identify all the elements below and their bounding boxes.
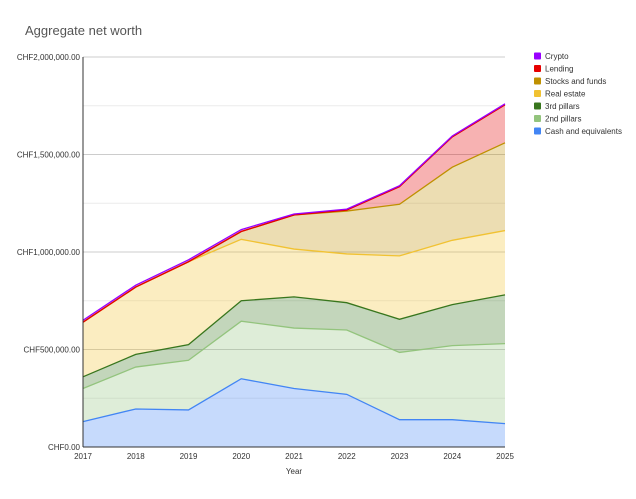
x-tick-label: 2025 <box>496 452 514 461</box>
legend-label: Crypto <box>545 52 569 61</box>
legend-label: Lending <box>545 65 573 74</box>
y-tick-label: CHF2,000,000.00 <box>17 53 81 62</box>
legend-label: 3rd pillars <box>545 102 580 111</box>
legend-item-stocks-and-funds[interactable]: Stocks and funds <box>534 77 606 86</box>
x-tick-label: 2019 <box>180 452 198 461</box>
legend-swatch <box>534 127 541 135</box>
line-3rd-pillars <box>82 294 506 378</box>
legend-item-3rd-pillars[interactable]: 3rd pillars <box>534 102 580 111</box>
x-tick-label: 2018 <box>127 452 145 461</box>
x-axis-ticks: 2017 2018 2019 2020 2021 2022 2023 2024 2025 <box>74 452 514 461</box>
legend-item-crypto[interactable]: Crypto <box>534 52 569 61</box>
y-tick-label: CHF1,500,000.00 <box>17 151 81 160</box>
legend-swatch <box>534 77 541 85</box>
legend-label: Cash and equivalents <box>545 127 622 136</box>
legend-swatch <box>534 102 541 110</box>
line-cash-and-equivalents <box>82 378 506 425</box>
x-tick-label: 2017 <box>74 452 92 461</box>
x-tick-label: 2023 <box>391 452 409 461</box>
line-crypto <box>82 103 506 321</box>
area-2nd-pillars <box>83 321 505 424</box>
legend-label: Stocks and funds <box>545 77 606 86</box>
y-tick-label: CHF0.00 <box>48 443 81 452</box>
x-tick-label: 2020 <box>232 452 250 461</box>
area-real-estate <box>83 230 505 377</box>
legend-swatch <box>534 52 541 60</box>
legend-item-cash-and-equivalents[interactable]: Cash and equivalents <box>534 127 622 136</box>
legend-item-2nd-pillars[interactable]: 2nd pillars <box>534 115 581 124</box>
legend-swatch <box>534 115 541 122</box>
legend-item-real-estate[interactable]: Real estate <box>534 90 586 99</box>
x-axis-title: Year <box>286 467 303 476</box>
legend-swatch <box>534 90 541 97</box>
legend[interactable]: Crypto Lending Stocks and funds Real estate… <box>534 52 622 136</box>
axes <box>82 57 505 448</box>
y-tick-label: CHF500,000.00 <box>24 346 81 355</box>
x-tick-label: 2024 <box>443 452 461 461</box>
legend-item-lending[interactable]: Lending <box>534 65 573 74</box>
x-tick-label: 2022 <box>338 452 356 461</box>
y-axis-ticks: CHF0.00 CHF500,000.00 CHF1,000,000.00 CHF1,… <box>17 53 81 452</box>
area-stocks-and-funds <box>83 142 505 323</box>
area-cash-and-equivalents <box>83 378 505 447</box>
area-3rd-pillars <box>83 294 505 389</box>
line-lending <box>82 104 506 323</box>
x-tick-label: 2021 <box>285 452 303 461</box>
y-tick-label: CHF1,000,000.00 <box>17 248 81 257</box>
legend-label: 2nd pillars <box>545 115 581 124</box>
grid-lines <box>83 56 505 399</box>
series-areas <box>83 103 505 447</box>
series-lines <box>82 103 506 425</box>
legend-swatch <box>534 65 541 72</box>
line-2nd-pillars <box>82 320 506 390</box>
chart-title: Aggregate net worth <box>25 23 142 38</box>
legend-label: Real estate <box>545 90 586 99</box>
